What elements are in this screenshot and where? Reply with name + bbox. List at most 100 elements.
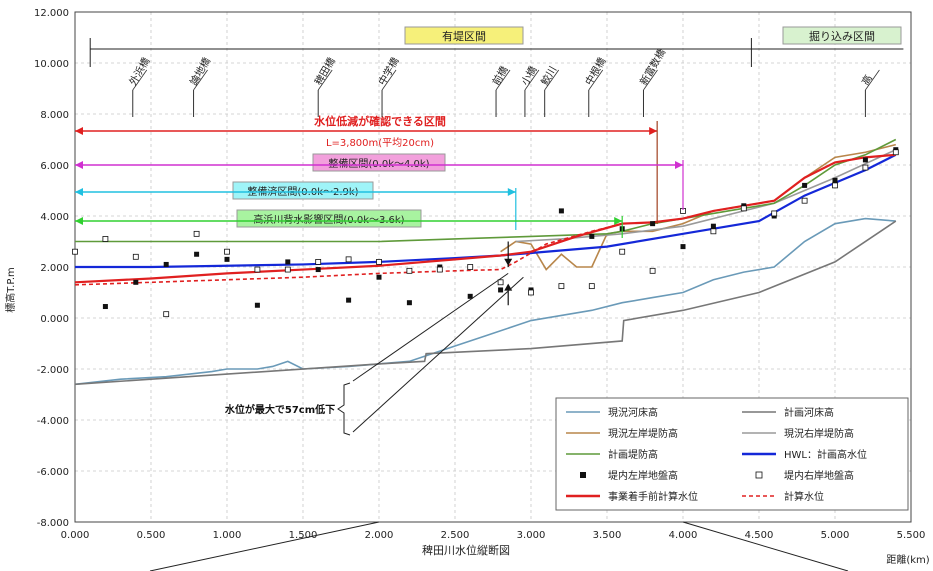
bridge-leader <box>524 69 540 91</box>
scatter-point <box>284 266 291 273</box>
scatter-point <box>254 266 261 273</box>
y-tick-label: 4.000 <box>40 212 69 223</box>
x-tick-label: 1.000 <box>213 530 242 541</box>
bridge-leader <box>865 69 880 91</box>
tide-section-box <box>236 209 422 228</box>
scatter-point <box>224 248 230 255</box>
x-tick-label: 2.000 <box>365 530 394 541</box>
scatter-point <box>497 279 504 286</box>
scatter-point <box>224 256 230 262</box>
scatter-point <box>467 264 474 270</box>
scatter-point <box>558 208 564 214</box>
scatter-point <box>193 230 200 237</box>
legend-label: 計画河床高 <box>784 406 834 419</box>
scatter-point <box>710 228 717 235</box>
scatter-point <box>72 248 78 255</box>
scatter-point <box>588 283 595 290</box>
scatter-point <box>862 164 869 171</box>
legend-label: 現況河床高 <box>608 406 658 419</box>
legend-label: 現況右岸堤防高 <box>784 427 854 440</box>
x-axis-unit: 距離(km) <box>886 553 929 566</box>
scatter-point <box>406 300 412 306</box>
series-layer <box>72 138 899 386</box>
scatter-point <box>650 221 656 227</box>
reduction-section-arrow-head-right <box>649 127 658 135</box>
reduction-section-arrow-head-left <box>75 127 83 135</box>
scatter-point <box>163 311 170 318</box>
legend-box <box>555 397 909 511</box>
series-line <box>74 217 896 386</box>
series-line <box>74 220 897 386</box>
improvement-section-arrow-head-left <box>75 161 83 169</box>
tide-section-arrow-head-right <box>614 217 623 225</box>
x-tick-label: 2.500 <box>441 530 470 541</box>
scatter-point <box>771 210 778 217</box>
length-note-label: L=3,800m(平均20cm) <box>326 137 434 149</box>
scatter-point <box>528 289 534 296</box>
improvement-section-arrow-head-right <box>675 161 683 169</box>
x-tick-label: 5.000 <box>821 530 850 541</box>
scatter-point <box>680 244 686 250</box>
legend-label: 事業着手前計算水位 <box>608 490 698 503</box>
scatter-point <box>862 157 868 163</box>
x-tick-label: 4.000 <box>669 530 698 541</box>
reduction-brace <box>337 382 351 436</box>
x-axis-title: 稗田川水位縦断図 <box>422 543 510 557</box>
improved-section-arrow-head-right <box>507 188 516 196</box>
bridge-leader <box>317 69 333 91</box>
zoom-line-top <box>352 272 509 382</box>
scatter-point <box>132 253 139 260</box>
improvement-section-box <box>312 153 446 172</box>
levee-section-box <box>404 26 524 45</box>
reduction-section-label: 水位低減が確認できる区間 <box>314 114 446 128</box>
y-tick-label: 8.000 <box>40 110 69 121</box>
x-tick-label: 3.500 <box>593 530 622 541</box>
legend-label: 堤内右岸地盤高 <box>784 469 854 482</box>
scatter-point <box>467 293 473 299</box>
scatter-point <box>315 267 321 273</box>
x-tick-label: 3.000 <box>517 530 546 541</box>
scatter-point <box>346 297 352 303</box>
y-tick-label: 0.000 <box>40 314 69 325</box>
y-axis-title: 標高T.P.m <box>4 267 17 313</box>
bridge-leader <box>588 69 604 91</box>
scatter-point <box>832 177 838 183</box>
scatter-point <box>345 256 352 263</box>
scatter-point <box>376 258 382 265</box>
y-tick-label: -6.000 <box>37 467 69 478</box>
cut-section-box <box>782 26 902 45</box>
scatter-point <box>406 267 413 274</box>
levee-section-label: 有堤区間 <box>442 29 486 43</box>
scatter-point <box>163 261 169 267</box>
legend-label: 計算水位 <box>784 490 824 503</box>
legend-label: 現況左岸堤防高 <box>608 427 678 440</box>
x-tick-label: 0.000 <box>61 530 90 541</box>
y-tick-label: 6.000 <box>40 161 69 172</box>
reduction-drop-head <box>504 258 513 266</box>
legend-label: HWL：計画高水位 <box>784 448 867 461</box>
series-line <box>75 138 897 243</box>
bridge-leader <box>544 69 560 91</box>
zoom-line-bottom <box>352 276 524 433</box>
x-tick-label: 4.500 <box>745 530 774 541</box>
scatter-point <box>649 267 656 274</box>
magnify-line-right <box>682 521 849 571</box>
legend-swatch <box>580 472 586 478</box>
y-tick-label: 12.000 <box>34 8 69 19</box>
bridge-leader <box>643 69 658 91</box>
scatter-point <box>194 251 200 257</box>
scatter-point <box>315 258 322 265</box>
y-tick-label: -8.000 <box>37 518 69 529</box>
improved-section-box <box>232 181 374 200</box>
scatter-point <box>102 304 108 310</box>
scatter-point <box>558 283 565 290</box>
legend-swatch <box>755 471 763 479</box>
bridge-leader <box>193 69 208 91</box>
scatter-point <box>892 149 899 156</box>
improvement-section-label: 整備区間(0.0k～4.0k) <box>328 157 429 170</box>
x-tick-label: 1.500 <box>289 530 318 541</box>
cut-section-label: 掘り込み区間 <box>809 29 875 43</box>
scatter-point <box>589 233 595 239</box>
